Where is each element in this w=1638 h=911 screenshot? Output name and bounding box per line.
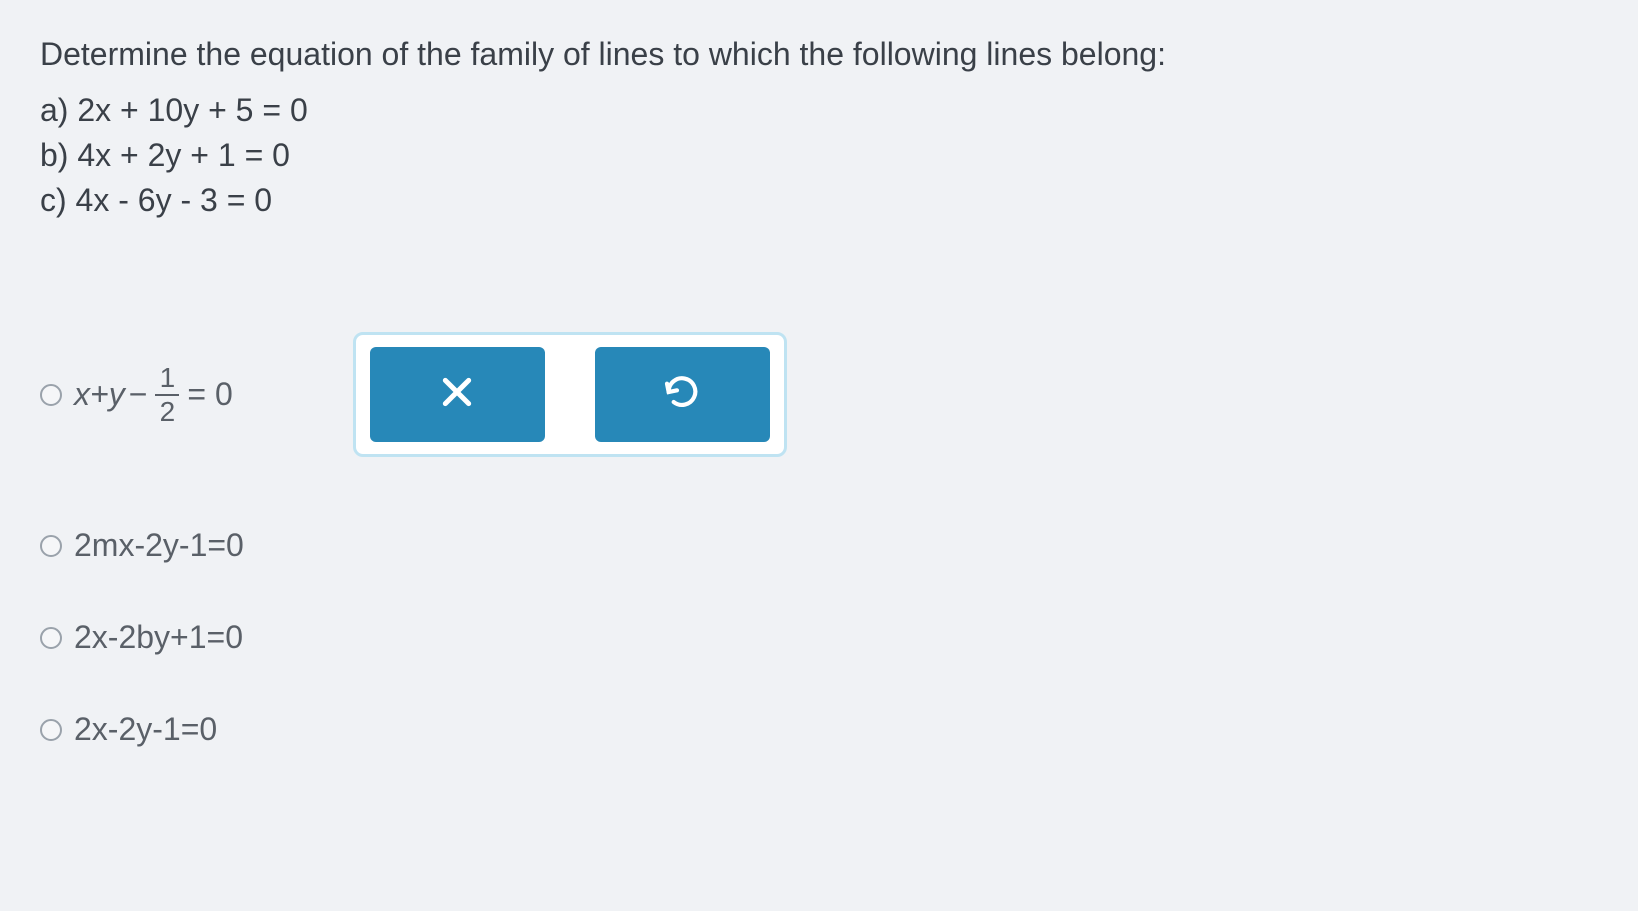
question-part-a: a) 2x + 10y + 5 = 0 [40, 88, 1598, 133]
feedback-box [353, 332, 787, 457]
question-part-c: c) 4x - 6y - 3 = 0 [40, 178, 1598, 223]
radio-option-1[interactable] [40, 384, 62, 406]
radio-option-2[interactable] [40, 535, 62, 557]
option-1-den: 2 [155, 394, 179, 426]
option-2-label: 2mx-2y-1=0 [74, 527, 244, 564]
close-icon [437, 372, 477, 417]
retry-button[interactable] [595, 347, 770, 442]
option-1-label: x+y − 1 2 = 0 [74, 364, 233, 426]
option-1-suffix: = 0 [187, 376, 232, 413]
option-1-num: 1 [160, 364, 176, 394]
question-part-b: b) 4x + 2y + 1 = 0 [40, 133, 1598, 178]
answer-options-area: x+y − 1 2 = 0 [40, 332, 1598, 748]
question-prompt: Determine the equation of the family of … [40, 30, 1598, 78]
option-1-minus: − [129, 376, 148, 413]
option-4-row[interactable]: 2x-2y-1=0 [40, 711, 1598, 748]
option-1-fraction: 1 2 [155, 364, 179, 426]
option-2-row[interactable]: 2mx-2y-1=0 [40, 527, 1598, 564]
option-3-row[interactable]: 2x-2by+1=0 [40, 619, 1598, 656]
close-feedback-button[interactable] [370, 347, 545, 442]
option-1-prefix-italic: x+y [74, 376, 125, 413]
option-4-label: 2x-2y-1=0 [74, 711, 217, 748]
radio-option-3[interactable] [40, 627, 62, 649]
option-1-row[interactable]: x+y − 1 2 = 0 [40, 364, 233, 426]
retry-icon [662, 372, 702, 417]
radio-option-4[interactable] [40, 719, 62, 741]
option-3-label: 2x-2by+1=0 [74, 619, 243, 656]
